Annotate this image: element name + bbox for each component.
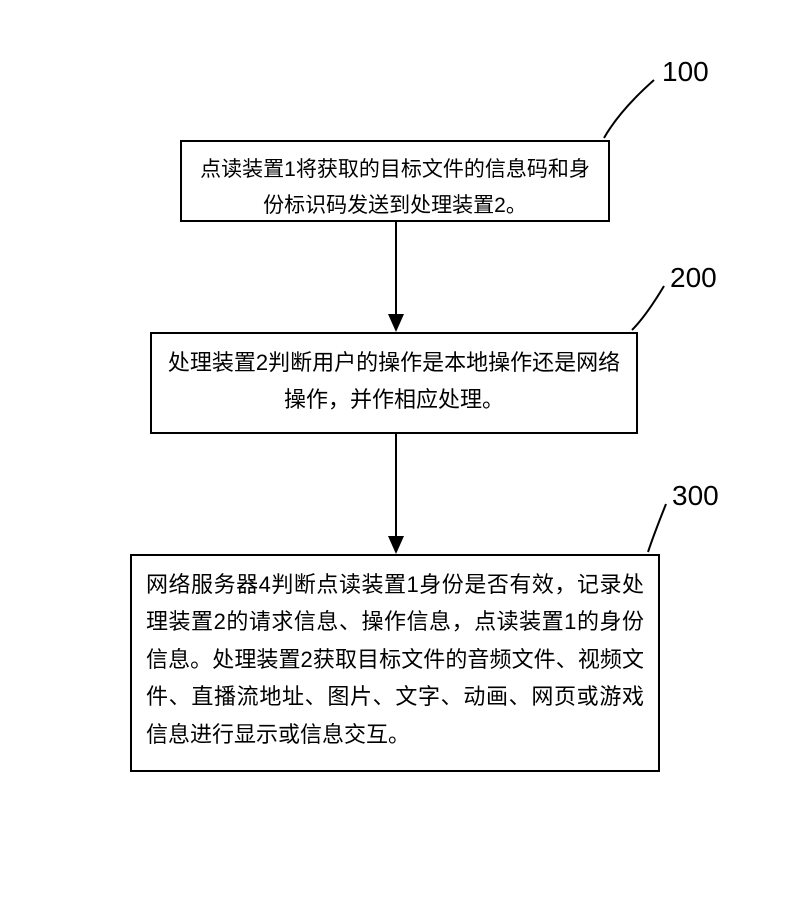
leader-line-300 xyxy=(50,0,750,899)
flowchart-container: 点读装置1将获取的目标文件的信息码和身份标识码发送到处理装置2。 100 处理装… xyxy=(50,0,750,899)
